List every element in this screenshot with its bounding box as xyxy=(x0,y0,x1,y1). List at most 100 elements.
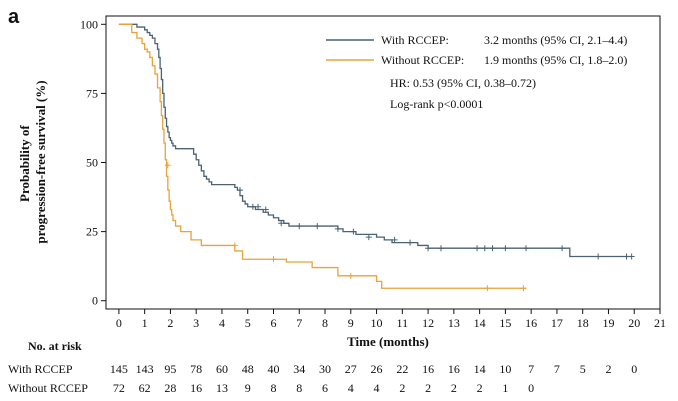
y-tick-label: 75 xyxy=(86,86,98,100)
x-tick-label: 0 xyxy=(116,316,122,330)
risk-value: 78 xyxy=(190,362,202,376)
risk-value: 0 xyxy=(631,362,637,376)
legend-stat-without-rccep: 1.9 months (95% CI, 1.8–2.0) xyxy=(484,53,627,67)
censor-mark-with-rccep xyxy=(425,245,432,252)
risk-value: 2 xyxy=(605,362,611,376)
risk-value: 2 xyxy=(477,381,483,395)
x-tick-label: 5 xyxy=(245,316,251,330)
risk-value: 60 xyxy=(216,362,228,376)
risk-value: 40 xyxy=(267,362,279,376)
x-tick-label: 15 xyxy=(499,316,511,330)
censor-mark-with-rccep xyxy=(314,223,321,230)
risk-values: 145 143 95 78 60 48 40 34 30 27 26 22 16 16 14 10 7 7 5 2 07… xyxy=(110,362,637,395)
y-tick-label: 100 xyxy=(80,17,98,31)
censor-mark-without-rccep xyxy=(520,285,527,292)
censor-mark-without-rccep xyxy=(164,162,171,169)
logrank-annotation: Log-rank p<0.0001 xyxy=(390,97,483,111)
risk-value: 2 xyxy=(451,381,457,395)
x-tick-label: 21 xyxy=(654,316,666,330)
risk-value: 26 xyxy=(371,362,383,376)
series-line-with-rccep xyxy=(118,23,632,258)
legend-label-without-rccep: Without RCCEP: xyxy=(381,53,464,67)
x-tick-label: 20 xyxy=(628,316,640,330)
risk-value: 13 xyxy=(216,381,228,395)
x-tick-label: 3 xyxy=(193,316,199,330)
risk-value: 16 xyxy=(190,381,202,395)
censor-mark-with-rccep xyxy=(365,234,372,241)
censor-mark-with-rccep xyxy=(249,203,256,210)
censor-mark-with-rccep xyxy=(559,245,566,252)
risk-value: 1 xyxy=(502,381,508,395)
risk-value: 6 xyxy=(322,381,328,395)
x-tick-label: 1 xyxy=(142,316,148,330)
legend-stat-with-rccep: 3.2 months (95% CI, 2.1–4.4) xyxy=(484,33,627,47)
x-tick-label: 7 xyxy=(296,316,302,330)
y-tick-label: 25 xyxy=(86,225,98,239)
risk-value: 16 xyxy=(422,362,434,376)
risk-table-title: No. at risk xyxy=(28,339,82,353)
risk-value: 22 xyxy=(396,362,408,376)
risk-row-label-without-rccep: Without RCCEP xyxy=(8,381,88,395)
x-tick-label: 18 xyxy=(577,316,589,330)
risk-value: 34 xyxy=(293,362,305,376)
risk-value: 7 xyxy=(528,362,534,376)
hazard-ratio-annotation: HR: 0.53 (95% CI, 0.38–0.72) xyxy=(390,76,536,90)
risk-value: 8 xyxy=(296,381,302,395)
x-tick-label: 16 xyxy=(525,316,537,330)
censor-mark-with-rccep xyxy=(489,245,496,252)
risk-value: 2 xyxy=(425,381,431,395)
x-tick-label: 19 xyxy=(602,316,614,330)
censor-mark-with-rccep xyxy=(391,236,398,243)
censor-mark-with-rccep xyxy=(502,245,509,252)
x-tick-label: 6 xyxy=(270,316,276,330)
risk-value: 28 xyxy=(164,381,176,395)
risk-value: 143 xyxy=(136,362,154,376)
x-tick-label: 14 xyxy=(474,316,486,330)
risk-value: 4 xyxy=(348,381,354,395)
risk-value: 0 xyxy=(528,381,534,395)
risk-value: 27 xyxy=(345,362,357,376)
censor-mark-with-rccep xyxy=(595,253,602,260)
censor-mark-with-rccep xyxy=(407,239,414,246)
risk-row-label-with-rccep: With RCCEP xyxy=(8,362,73,376)
series-line-without-rccep xyxy=(118,23,527,289)
x-tick-label: 13 xyxy=(448,316,460,330)
censor-mark-with-rccep xyxy=(623,253,630,260)
panel-label: a xyxy=(8,6,20,28)
x-tick-label: 2 xyxy=(167,316,173,330)
censor-mark-with-rccep xyxy=(296,223,303,230)
x-axis-title: Time (months) xyxy=(347,334,429,349)
risk-value: 14 xyxy=(474,362,486,376)
x-tick-label: 9 xyxy=(348,316,354,330)
censor-mark-without-rccep xyxy=(270,256,277,263)
censor-mark-without-rccep xyxy=(484,285,491,292)
censor-mark-with-rccep xyxy=(523,245,530,252)
risk-value: 16 xyxy=(448,362,460,376)
censor-mark-with-rccep xyxy=(474,245,481,252)
censor-mark-with-rccep xyxy=(437,245,444,252)
risk-value: 72 xyxy=(113,381,125,395)
x-tick-label: 12 xyxy=(422,316,434,330)
risk-value: 62 xyxy=(139,381,151,395)
risk-value: 95 xyxy=(164,362,176,376)
risk-value: 7 xyxy=(554,362,560,376)
y-axis-title-line-2: progression-free survival (%) xyxy=(33,80,48,243)
censor-mark-with-rccep xyxy=(278,220,285,227)
x-tick-label: 10 xyxy=(371,316,383,330)
legend: With RCCEP: 3.2 months (95% CI, 2.1–4.4)… xyxy=(326,33,627,111)
risk-value: 9 xyxy=(245,381,251,395)
censor-mark-with-rccep xyxy=(255,203,262,210)
y-tick-label: 0 xyxy=(92,294,98,308)
x-tick-label: 17 xyxy=(551,316,563,330)
risk-value: 48 xyxy=(242,362,254,376)
censor-mark-with-rccep xyxy=(262,206,269,213)
risk-value: 30 xyxy=(319,362,331,376)
plot-area: 0 1 2 3 4 5 6 7 8 9 10 11 12 13 14 15 16 17 18 19 20 21025507… xyxy=(80,15,666,330)
risk-value: 145 xyxy=(110,362,128,376)
censor-mark-with-rccep xyxy=(628,253,635,260)
censor-mark-without-rccep xyxy=(231,242,238,249)
legend-label-with-rccep: With RCCEP: xyxy=(381,33,449,47)
censor-mark-with-rccep xyxy=(350,228,357,235)
y-tick-label: 50 xyxy=(86,156,98,170)
